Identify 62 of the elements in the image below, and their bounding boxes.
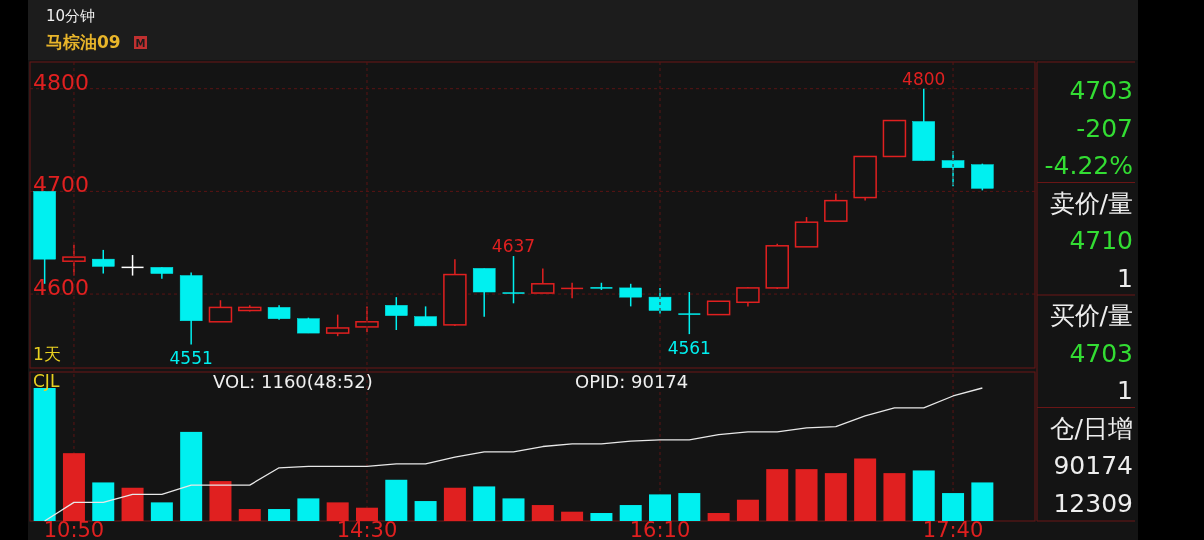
text: 卖价/量 (1049, 188, 1133, 218)
text: 4703 (1069, 338, 1133, 368)
bar (443, 487, 466, 521)
x-tick-label: 16:10 (629, 518, 691, 540)
bar (150, 502, 173, 521)
x-tick-label: 14:30 (336, 518, 398, 540)
annotation: 4561 (667, 338, 711, 359)
annotation: 1天 (33, 344, 61, 364)
text: M (135, 38, 146, 49)
bar (502, 498, 525, 521)
bar (209, 481, 232, 521)
bar (678, 493, 701, 521)
text: -4.22% (1044, 151, 1133, 180)
bar (297, 498, 320, 521)
bar (62, 453, 85, 521)
bar (649, 494, 672, 521)
x-tick-label: 17:40 (922, 518, 984, 540)
chart-subtitle: 10分钟 (46, 7, 96, 25)
annotation: 4800 (902, 68, 946, 89)
text: 买价/量 (1049, 301, 1133, 330)
bar (766, 469, 789, 521)
text: 仓/日增 (1049, 413, 1133, 443)
bar (971, 482, 994, 521)
annotation: VOL: 1160(48:52) (213, 371, 373, 392)
bar (736, 499, 759, 521)
annotation: 4551 (169, 348, 213, 369)
text: 1 (1117, 376, 1133, 405)
bar (912, 470, 935, 521)
bar (942, 493, 965, 521)
chart-title: CJL (33, 371, 60, 391)
bar (355, 507, 378, 521)
text: 1 (1117, 263, 1133, 293)
bar (854, 458, 877, 521)
bar (531, 505, 554, 521)
chart-title: 马棕油09 (46, 32, 121, 52)
annotation: OPID: 90174 (575, 371, 689, 392)
bar (795, 469, 818, 521)
bar (883, 473, 906, 521)
bar (561, 511, 584, 521)
annotation: 4637 (491, 236, 536, 257)
bar (180, 431, 203, 521)
bar (707, 513, 730, 521)
bar (268, 509, 291, 521)
bar (473, 486, 496, 521)
text: 12309 (1053, 488, 1133, 518)
text: 4703 (1069, 76, 1133, 105)
text: -207 (1076, 113, 1133, 143)
y-tick-label: 4600 (33, 275, 89, 301)
bar (590, 513, 613, 521)
bar (619, 505, 642, 521)
y-tick-label: 4700 (33, 172, 89, 198)
bar (238, 509, 261, 521)
bar (385, 479, 408, 521)
bar (326, 502, 349, 521)
bar (414, 501, 437, 521)
bar (121, 487, 144, 521)
text: 90174 (1053, 451, 1133, 480)
text: 4710 (1069, 226, 1133, 255)
bar (824, 473, 847, 521)
x-tick-label: 10:50 (43, 518, 105, 540)
bar (92, 482, 115, 521)
y-tick-label: 4800 (33, 69, 89, 95)
